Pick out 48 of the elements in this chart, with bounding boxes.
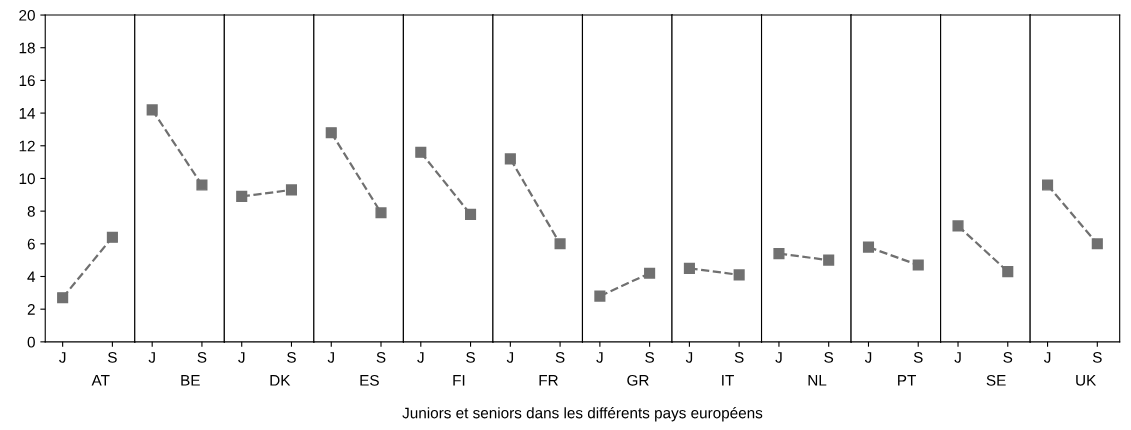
- y-tick-label: 12: [19, 140, 35, 152]
- y-tick-label: 20: [19, 9, 35, 21]
- x-axis-title: FR: [539, 375, 558, 386]
- x-tick-label: S: [824, 351, 834, 363]
- x-axis-title: NL: [808, 375, 827, 386]
- x-tick-label: S: [107, 351, 117, 363]
- x-tick-label: J: [596, 352, 603, 363]
- x-tick-label: S: [1092, 351, 1102, 363]
- x-tick-label: J: [238, 352, 245, 363]
- x-tick-label: S: [913, 351, 923, 363]
- x-tick-label: J: [864, 352, 872, 363]
- y-tick-label: 8: [27, 206, 35, 217]
- x-tick-label: S: [734, 351, 744, 363]
- x-axis-title: IT: [722, 375, 734, 386]
- x-tick-label: J: [685, 352, 693, 363]
- x-tick-label: J: [59, 352, 66, 363]
- x-tick-label: S: [376, 351, 386, 363]
- x-tick-label: S: [197, 351, 207, 363]
- y-tick-label: 16: [19, 75, 35, 87]
- x-axis-title: PT: [898, 375, 916, 386]
- x-tick-label: J: [1043, 352, 1051, 363]
- x-tick-label: J: [327, 352, 334, 363]
- x-tick-label: S: [466, 351, 475, 363]
- x-tick-label: J: [954, 352, 961, 363]
- x-tick-label: J: [506, 352, 514, 363]
- x-axis-title: DK: [270, 375, 291, 386]
- x-axis-title: ES: [360, 374, 379, 386]
- text: Juniors et seniors dans les différents pays européens: [402, 406, 763, 422]
- x-axis-title: FI: [453, 375, 465, 386]
- x-axis-title: AT: [91, 375, 110, 386]
- x-axis-title: GR: [627, 374, 649, 386]
- x-tick-label: S: [645, 351, 655, 363]
- y-tick-label: 4: [27, 271, 36, 283]
- x-axis-title: SE: [986, 374, 1006, 386]
- x-tick-label: S: [1003, 351, 1013, 363]
- x-tick-label: J: [148, 352, 155, 363]
- x-tick-label: J: [417, 352, 424, 363]
- y-tick-label: 6: [27, 238, 35, 250]
- x-axis-title: BE: [181, 375, 200, 386]
- y-tick-label: 0: [27, 336, 35, 348]
- y-tick-label: 14: [19, 108, 36, 119]
- x-tick-label: J: [775, 352, 782, 363]
- y-tick-label: 18: [19, 42, 35, 54]
- x-axis-title: UK: [1076, 375, 1097, 386]
- y-tick-label: 10: [19, 173, 35, 185]
- x-tick-label: S: [287, 351, 296, 363]
- x-tick-label: S: [555, 351, 565, 363]
- y-tick-label: 2: [27, 304, 35, 315]
